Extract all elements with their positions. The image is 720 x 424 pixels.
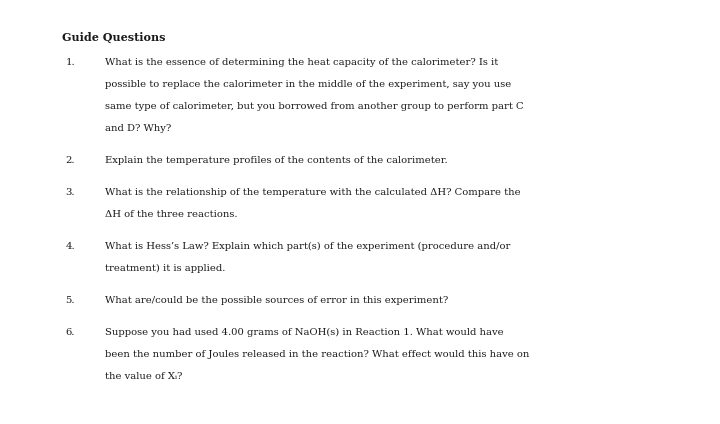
Text: the value of Xᵢ?: the value of Xᵢ? <box>105 372 182 381</box>
Text: Guide Questions: Guide Questions <box>62 32 166 43</box>
Text: possible to replace the calorimeter in the middle of the experiment, say you use: possible to replace the calorimeter in t… <box>105 80 511 89</box>
Text: same type of calorimeter, but you borrowed from another group to perform part C: same type of calorimeter, but you borrow… <box>105 102 523 111</box>
Text: Explain the temperature profiles of the contents of the calorimeter.: Explain the temperature profiles of the … <box>105 156 448 165</box>
Text: 3.: 3. <box>66 188 75 197</box>
Text: ΔH of the three reactions.: ΔH of the three reactions. <box>105 210 238 219</box>
Text: and D? Why?: and D? Why? <box>105 124 171 133</box>
Text: 6.: 6. <box>66 328 75 337</box>
Text: been the number of Joules released in the reaction? What effect would this have : been the number of Joules released in th… <box>105 350 529 359</box>
Text: What is the relationship of the temperature with the calculated ΔH? Compare the: What is the relationship of the temperat… <box>105 188 521 197</box>
Text: What is Hess’s Law? Explain which part(s) of the experiment (procedure and/or: What is Hess’s Law? Explain which part(s… <box>105 242 510 251</box>
Text: 2.: 2. <box>66 156 75 165</box>
Text: 4.: 4. <box>66 242 75 251</box>
Text: What is the essence of determining the heat capacity of the calorimeter? Is it: What is the essence of determining the h… <box>105 58 498 67</box>
Text: What are/could be the possible sources of error in this experiment?: What are/could be the possible sources o… <box>105 296 449 305</box>
Text: treatment) it is applied.: treatment) it is applied. <box>105 264 225 273</box>
Text: 5.: 5. <box>66 296 75 305</box>
Text: 1.: 1. <box>66 58 75 67</box>
Text: Suppose you had used 4.00 grams of NaOH(s) in Reaction 1. What would have: Suppose you had used 4.00 grams of NaOH(… <box>105 328 503 337</box>
